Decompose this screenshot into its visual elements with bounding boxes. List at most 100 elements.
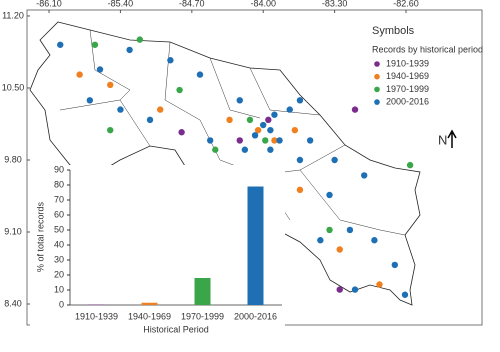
record-point <box>296 186 304 194</box>
record-point <box>167 57 174 64</box>
x-tick-label: 1910-1939 <box>75 311 118 321</box>
inset-background <box>30 165 285 337</box>
bar <box>194 278 211 305</box>
record-point <box>276 137 283 144</box>
record-point <box>391 261 398 269</box>
record-point <box>57 41 64 48</box>
y-tick-label: 90 <box>54 164 64 174</box>
y-tick-label: 11.20 <box>2 10 24 20</box>
record-point <box>107 126 114 134</box>
record-point <box>76 71 83 78</box>
x-tick-label: 1970-1999 <box>181 311 224 321</box>
record-point <box>136 36 144 43</box>
record-point <box>286 106 293 113</box>
record-point <box>326 226 333 234</box>
record-point <box>178 129 185 136</box>
y-tick-label: 8.40 <box>4 298 22 308</box>
bar <box>141 302 158 305</box>
record-point <box>96 66 104 73</box>
legend-marker <box>374 86 380 93</box>
y-tick-label: 20 <box>54 269 64 279</box>
y-tick-label: 10 <box>54 284 64 294</box>
record-point <box>317 237 324 244</box>
record-point <box>226 116 233 124</box>
y-tick-label: 70 <box>54 194 64 204</box>
legend-subtitle: Records by historical period <box>372 44 483 54</box>
record-point <box>376 281 383 288</box>
record-point <box>126 46 133 54</box>
x-axis-label: Historical Period <box>143 324 209 334</box>
record-point <box>236 137 243 144</box>
record-point <box>91 41 99 48</box>
y-tick-label: 0 <box>59 299 64 309</box>
record-point <box>331 156 338 164</box>
x-tick-label: -85.40 <box>108 0 134 8</box>
legend-marker <box>374 61 380 67</box>
record-point <box>271 137 278 144</box>
record-point <box>146 116 154 124</box>
record-point <box>196 71 204 78</box>
y-tick-label: 50 <box>54 224 64 234</box>
record-point <box>296 97 304 104</box>
legend-marker <box>374 99 380 105</box>
record-point <box>267 126 274 134</box>
y-tick-label: 80 <box>54 179 64 189</box>
record-point <box>262 137 269 144</box>
y-tick-label: 30 <box>54 254 64 264</box>
record-point <box>326 191 333 199</box>
y-tick-label: 60 <box>54 209 64 219</box>
record-point <box>267 146 274 153</box>
record-point <box>107 81 114 89</box>
record-point <box>236 97 243 104</box>
record-point <box>241 146 249 153</box>
record-point <box>351 106 359 113</box>
x-tick-label: -83.30 <box>322 0 348 8</box>
record-point <box>291 126 299 134</box>
record-point <box>401 291 409 298</box>
y-axis-label: % of total records <box>35 201 45 272</box>
record-point <box>206 137 214 144</box>
legend-title: Symbols <box>372 25 415 37</box>
record-point <box>371 237 378 244</box>
record-point <box>212 146 219 153</box>
x-tick-label: -84.70 <box>179 0 205 8</box>
legend-label: 1970-1999 <box>386 84 429 94</box>
record-point <box>360 172 368 179</box>
legend-label: 2000-2016 <box>386 96 429 106</box>
record-point <box>157 106 164 113</box>
north-label: N <box>438 132 447 147</box>
record-point <box>346 226 354 234</box>
x-tick-label: 1940-1969 <box>128 311 171 321</box>
record-point <box>351 286 359 293</box>
x-tick-label: -84.00 <box>250 0 276 8</box>
record-point <box>406 161 414 169</box>
record-point <box>254 126 262 134</box>
record-point <box>260 121 267 129</box>
record-point <box>336 286 343 293</box>
north-arrow <box>447 129 457 148</box>
record-point <box>271 111 278 118</box>
x-tick-label: -86.10 <box>36 0 62 8</box>
legend-label: 1940-1969 <box>386 71 429 81</box>
inset-chart: Historical Period % of total records 0 10… <box>35 164 282 334</box>
record-point <box>117 106 124 113</box>
points-layer <box>57 36 414 298</box>
record-point <box>246 116 254 124</box>
y-tick-label: 40 <box>54 239 64 249</box>
x-tick-label: -82.60 <box>393 0 419 8</box>
y-tick-label: 9.10 <box>4 226 22 236</box>
record-point <box>86 97 94 104</box>
record-point <box>265 116 272 124</box>
y-tick-label: 9.80 <box>4 154 22 164</box>
y-tick-label: 10.50 <box>2 82 25 92</box>
legend-marker <box>374 73 380 80</box>
record-point <box>251 132 259 139</box>
x-tick-label: 2000-2016 <box>234 311 277 321</box>
record-point <box>336 246 343 253</box>
bar <box>247 186 264 305</box>
record-point <box>296 156 304 164</box>
record-point <box>176 86 183 94</box>
legend-label: 1910-1939 <box>386 58 429 68</box>
